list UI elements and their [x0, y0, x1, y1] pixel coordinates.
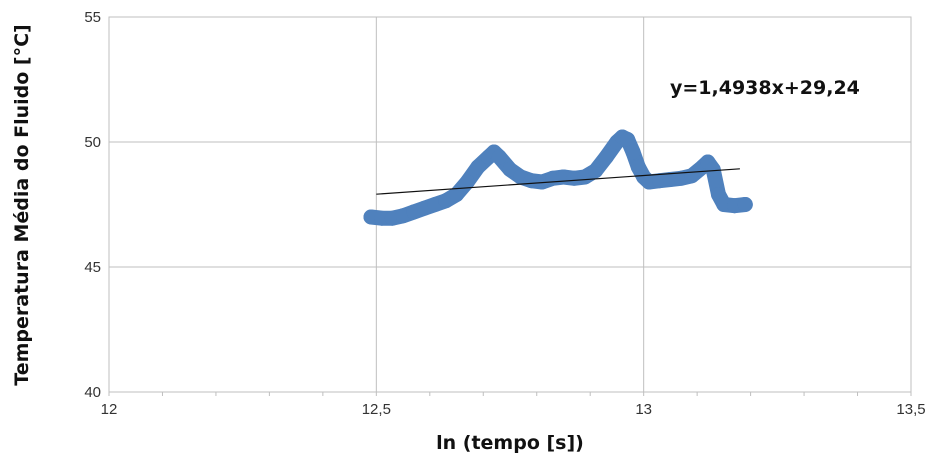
y-tick-label: 40 [84, 384, 101, 401]
x-tick-label: 13 [635, 401, 652, 418]
trendline [376, 168, 740, 195]
x-tick-label: 12 [101, 401, 118, 418]
x-axis-ticks: 12 12,5 13 13,5 [101, 401, 926, 418]
trendline-equation: y=1,4938x+29,24 [670, 77, 860, 99]
data-point [588, 163, 604, 179]
x-axis-label: ln (tempo [s]) [436, 432, 584, 454]
data-point [459, 174, 475, 190]
data-point [374, 210, 390, 226]
data-point [449, 187, 465, 202]
y-axis-ticks: 40 45 50 55 [84, 9, 101, 401]
plot-area [108, 16, 912, 393]
gridlines [108, 17, 912, 396]
y-tick-label: 50 [84, 134, 101, 151]
data-point [502, 162, 518, 177]
data-point [737, 197, 753, 212]
y-tick-label: 45 [84, 259, 101, 276]
data-point [620, 132, 636, 147]
data-point [491, 149, 507, 165]
x-tick-label: 13,5 [896, 401, 925, 418]
y-tick-label: 55 [84, 9, 101, 26]
data-point [598, 149, 614, 165]
y-axis-label: Temperatura Média do Fluido [°C] [11, 24, 33, 385]
data-point [470, 159, 486, 175]
x-tick-label: 12,5 [362, 401, 391, 418]
data-point [625, 144, 641, 160]
data-point [705, 162, 721, 177]
data-series [363, 129, 753, 226]
